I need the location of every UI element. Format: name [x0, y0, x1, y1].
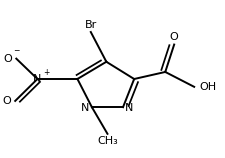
- Text: N: N: [33, 74, 41, 84]
- Text: OH: OH: [199, 82, 216, 92]
- Text: O: O: [4, 54, 12, 64]
- Text: N: N: [125, 103, 133, 113]
- Text: Br: Br: [84, 20, 97, 30]
- Text: CH₃: CH₃: [97, 136, 117, 146]
- Text: +: +: [43, 68, 49, 77]
- Text: O: O: [169, 32, 178, 42]
- Text: O: O: [2, 96, 11, 106]
- Text: −: −: [13, 47, 19, 56]
- Text: N: N: [81, 103, 89, 113]
